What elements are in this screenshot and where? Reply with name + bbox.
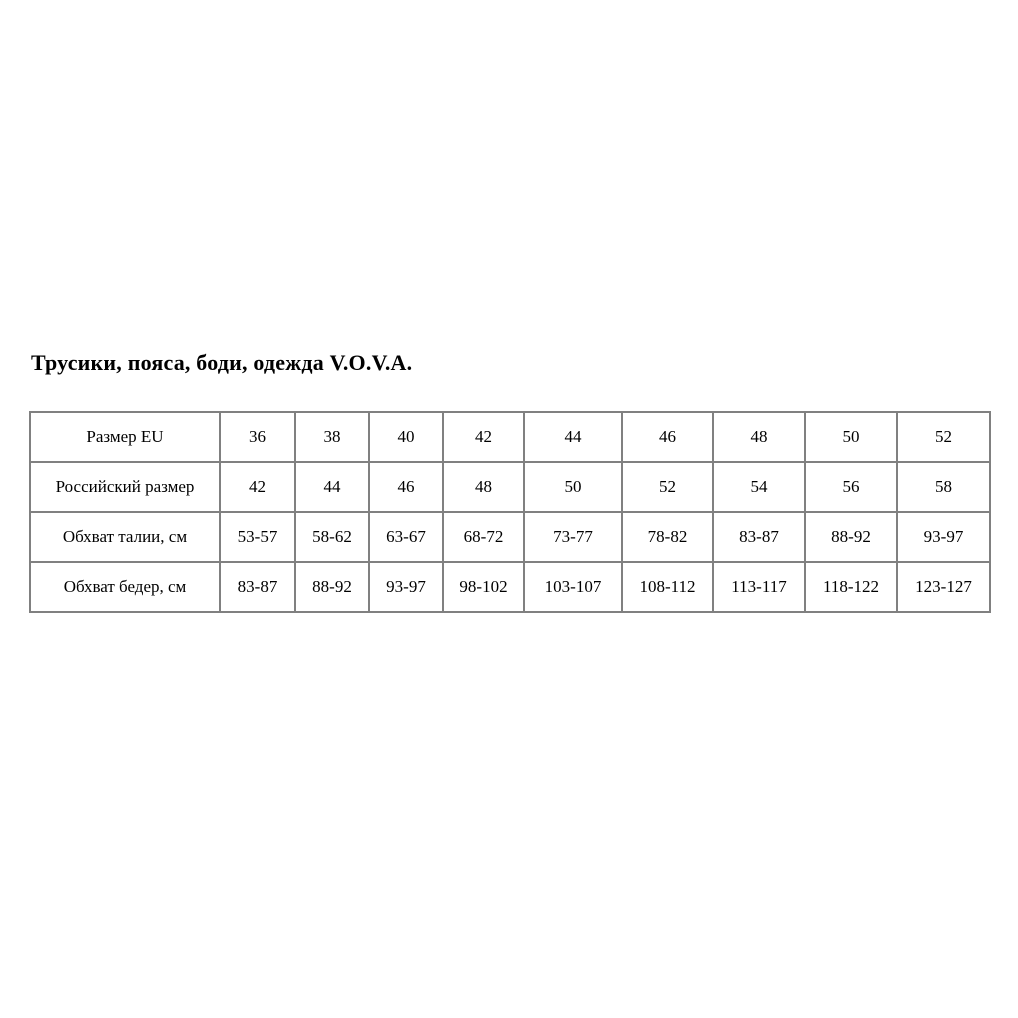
value-cell: 53-57 <box>219 511 296 563</box>
value-cell: 50 <box>523 461 623 513</box>
value-cell: 83-87 <box>219 561 296 613</box>
value-cell: 58-62 <box>294 511 370 563</box>
row-header-cell: Обхват талии, см <box>29 511 221 563</box>
value-cell: 88-92 <box>804 511 898 563</box>
value-cell: 93-97 <box>896 511 991 563</box>
value-cell: 118-122 <box>804 561 898 613</box>
value-cell: 36 <box>219 411 296 463</box>
value-cell: 46 <box>368 461 444 513</box>
value-cell: 52 <box>896 411 991 463</box>
value-cell: 98-102 <box>442 561 525 613</box>
value-cell: 63-67 <box>368 511 444 563</box>
value-cell: 78-82 <box>621 511 714 563</box>
value-cell: 38 <box>294 411 370 463</box>
value-cell: 44 <box>294 461 370 513</box>
value-cell: 68-72 <box>442 511 525 563</box>
row-header-cell: Российский размер <box>29 461 221 513</box>
value-cell: 73-77 <box>523 511 623 563</box>
value-cell: 44 <box>523 411 623 463</box>
table-row: Российский размер 42 44 46 48 50 52 54 56 58 <box>29 461 991 513</box>
value-cell: 46 <box>621 411 714 463</box>
value-cell: 50 <box>804 411 898 463</box>
table-row: Обхват бедер, см 83-87 88-92 93-97 98-102 103… <box>29 561 991 613</box>
value-cell: 52 <box>621 461 714 513</box>
value-cell: 58 <box>896 461 991 513</box>
value-cell: 83-87 <box>712 511 806 563</box>
value-cell: 40 <box>368 411 444 463</box>
value-cell: 56 <box>804 461 898 513</box>
value-cell: 54 <box>712 461 806 513</box>
row-header-cell: Размер EU <box>29 411 221 463</box>
size-chart-table: Размер EU 36 38 40 42 44 46 48 50 52 Российский ра… <box>29 411 991 613</box>
value-cell: 93-97 <box>368 561 444 613</box>
value-cell: 103-107 <box>523 561 623 613</box>
table-row: Обхват талии, см 53-57 58-62 63-67 68-72 73-7… <box>29 511 991 563</box>
table-row: Размер EU 36 38 40 42 44 46 48 50 52 <box>29 411 991 463</box>
value-cell: 42 <box>442 411 525 463</box>
value-cell: 88-92 <box>294 561 370 613</box>
value-cell: 123-127 <box>896 561 991 613</box>
page-title: Трусики, пояса, боди, одежда V.O.V.A. <box>31 350 413 375</box>
value-cell: 48 <box>442 461 525 513</box>
value-cell: 42 <box>219 461 296 513</box>
value-cell: 108-112 <box>621 561 714 613</box>
value-cell: 48 <box>712 411 806 463</box>
row-header-cell: Обхват бедер, см <box>29 561 221 613</box>
value-cell: 113-117 <box>712 561 806 613</box>
size-table-body: Размер EU 36 38 40 42 44 46 48 50 52 Российский ра… <box>29 411 991 613</box>
